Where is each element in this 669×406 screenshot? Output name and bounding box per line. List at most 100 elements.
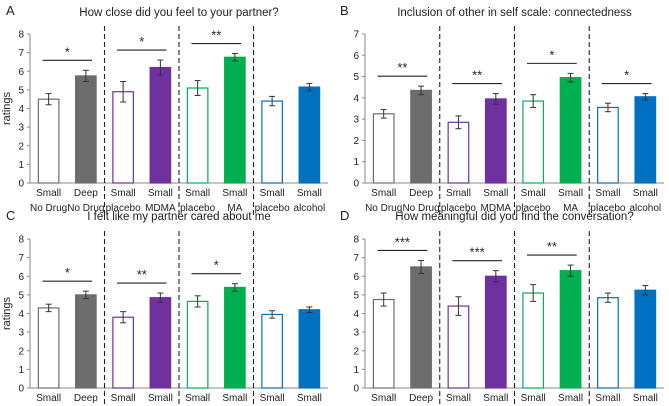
bar: [149, 297, 172, 389]
y-tick-label: 1: [353, 157, 359, 168]
y-tick-label: 7: [353, 30, 359, 41]
x-tick-label-top: Small: [297, 393, 322, 404]
significance-label: *: [214, 258, 219, 273]
x-tick-label-top: Small: [36, 393, 61, 404]
significance-label: *: [65, 265, 70, 280]
bar: [75, 75, 97, 184]
bar: [298, 309, 321, 389]
bar: [149, 66, 172, 184]
significance-label: ***: [470, 245, 485, 260]
y-tick-label: 0: [353, 179, 359, 190]
bar: [112, 91, 134, 184]
y-tick-label: 6: [353, 51, 359, 62]
x-tick-label-top: Small: [297, 188, 322, 199]
x-tick-label-top: Deep: [74, 188, 98, 199]
bar: [186, 87, 209, 184]
x-tick-label-bottom: placebo: [180, 203, 215, 214]
x-tick-label-bottom: alcohol: [629, 203, 661, 214]
significance-label: **: [547, 239, 557, 254]
y-tick-label: 4: [353, 93, 359, 104]
x-tick-label-top: Small: [222, 393, 247, 404]
x-tick-label-bottom: MA: [227, 203, 242, 214]
y-tick-label: 8: [353, 235, 359, 246]
significance-label: *: [624, 68, 629, 83]
y-tick-label: 3: [353, 328, 359, 339]
y-tick-label: 1: [18, 365, 24, 376]
x-tick-label-top: Small: [111, 188, 136, 199]
bar: [224, 286, 246, 389]
x-tick-label-bottom: MDMA: [145, 203, 176, 214]
y-tick-label: 8: [18, 30, 24, 41]
significance-label: **: [472, 68, 482, 83]
x-tick-label-bottom: placebo: [106, 203, 141, 214]
y-tick-label: 3: [353, 115, 359, 126]
panel-title: I felt like my partner cared about me: [87, 211, 270, 223]
bar: [410, 89, 432, 184]
x-tick-label-top: Small: [633, 393, 658, 404]
panel-title: How meaningful did you find the conversa…: [395, 211, 633, 223]
y-tick-label: 0: [18, 384, 24, 395]
bar: [372, 113, 395, 184]
x-tick-label-top: Small: [558, 393, 583, 404]
y-tick-label: 4: [18, 104, 24, 115]
panel-title: Inclusion of other in self scale: connec…: [397, 7, 632, 19]
y-tick-label: 5: [18, 290, 24, 301]
bar: [410, 266, 432, 389]
bar: [484, 98, 507, 184]
y-tick-label: 7: [18, 253, 24, 264]
x-tick-label-top: Small: [521, 393, 546, 404]
y-tick-label: 7: [353, 253, 359, 264]
bar: [447, 121, 470, 184]
chart-panel-d: D How meaningful did you find the convers…: [340, 208, 664, 406]
bar: [112, 316, 134, 389]
chart-panel-b: B Inclusion of other in self scale: conne…: [340, 3, 664, 215]
bar: [484, 275, 507, 389]
x-tick-label-bottom: MA: [563, 203, 578, 214]
x-tick-label-top: Small: [483, 393, 508, 404]
y-tick-label: 6: [353, 272, 359, 283]
bar: [224, 56, 246, 184]
bar: [447, 305, 470, 389]
bar: [634, 289, 657, 389]
x-tick-label-top: Small: [371, 393, 396, 404]
panel-title: How close did you feel to your partner?: [79, 7, 278, 19]
x-tick-label-top: Small: [558, 188, 583, 199]
y-tick-label: 8: [18, 235, 24, 246]
y-tick-label: 5: [18, 85, 24, 96]
bar: [186, 300, 209, 389]
chart-panel-c: C I felt like my partner cared about me 0 1…: [1, 208, 328, 406]
bar: [597, 106, 619, 184]
x-tick-label-bottom: placebo: [516, 203, 551, 214]
x-tick-label-bottom: placebo: [590, 203, 625, 214]
y-axis-label: ratings: [1, 296, 13, 330]
bar: [261, 100, 283, 184]
panel-letter: B: [340, 3, 349, 18]
bar: [597, 297, 619, 389]
bar: [298, 86, 321, 184]
y-tick-label: 0: [18, 179, 24, 190]
x-tick-label-top: Small: [521, 188, 546, 199]
x-tick-label-top: Small: [446, 393, 471, 404]
x-tick-label-top: Small: [185, 393, 210, 404]
x-tick-label-top: Small: [222, 188, 247, 199]
y-tick-label: 5: [353, 72, 359, 83]
y-tick-label: 3: [18, 123, 24, 134]
y-tick-label: 4: [353, 309, 359, 320]
x-tick-label-bottom: placebo: [441, 203, 476, 214]
x-tick-label-top: Small: [111, 393, 136, 404]
chart-panel-a: A How close did you feel to your partner?…: [1, 3, 328, 215]
x-tick-label-top: Small: [185, 188, 210, 199]
y-axis-label: ratings: [1, 91, 13, 125]
y-tick-label: 6: [18, 272, 24, 283]
significance-label: *: [549, 47, 554, 62]
y-tick-label: 2: [353, 346, 359, 357]
x-tick-label-top: Small: [371, 188, 396, 199]
bar: [372, 298, 395, 389]
significance-label: *: [65, 44, 70, 59]
y-tick-label: 2: [18, 346, 24, 357]
x-tick-label-top: Small: [36, 188, 61, 199]
bar: [75, 294, 97, 389]
bar: [634, 96, 657, 184]
x-tick-label-top: Small: [483, 188, 508, 199]
